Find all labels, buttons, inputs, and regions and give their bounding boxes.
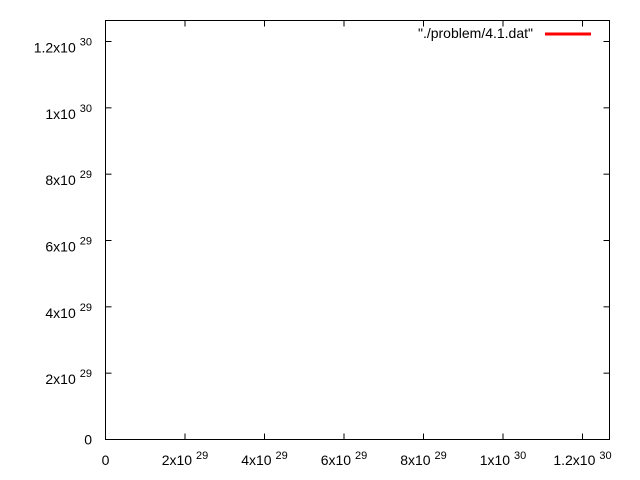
plot-frame: [105, 20, 610, 440]
y-tick-label: 6x10 29: [45, 236, 92, 255]
y-tick-label: 8x10 29: [45, 169, 92, 188]
x-tick-label: 4x10 29: [241, 450, 288, 468]
x-tick-label: 1x10 30: [480, 450, 527, 468]
y-tick-label: 1x10 30: [45, 103, 92, 122]
y-tick-label: 2x10 29: [45, 368, 92, 387]
x-tick-label: 8x10 29: [400, 450, 447, 468]
x-tick-label: 0: [102, 452, 110, 468]
x-tick-label: 1.2x10 30: [553, 450, 611, 468]
y-tick-label: 1.2x10 30: [34, 37, 92, 56]
y-tick-label: 0: [84, 432, 92, 448]
legend-entry-label: "./problem/4.1.dat": [418, 25, 533, 41]
y-tick-label: 4x10 29: [45, 302, 92, 321]
x-tick-label: 6x10 29: [321, 450, 368, 468]
x-tick-label: 2x10 29: [162, 450, 209, 468]
x-axis-ticks: 0 2x10 29 4x10 29 6x10 29 8x10 29 1x10 30 1.2x10 30: [102, 20, 612, 468]
legend: "./problem/4.1.dat": [418, 25, 591, 41]
y-axis-ticks: 0 2x10 29 4x10 29 6x10 29 8x10 29 1x10 30 1.2x10 30: [34, 37, 610, 448]
